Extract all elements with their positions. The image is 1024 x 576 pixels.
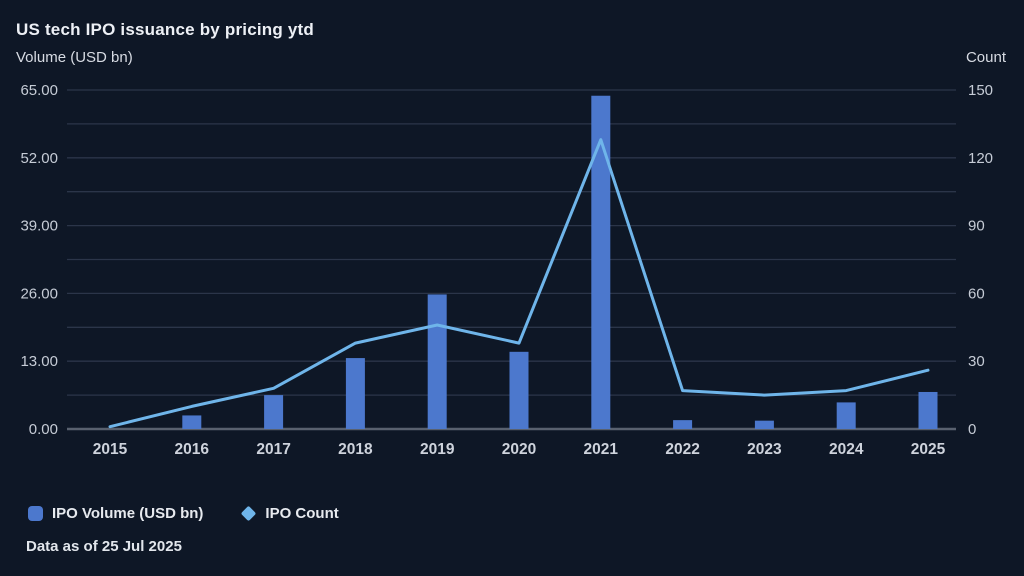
x-axis-tick-label: 2025 <box>911 441 946 458</box>
x-axis-tick-label: 2018 <box>338 441 373 458</box>
volume-bar-2021 <box>591 95 611 429</box>
right-axis-tick-label: 0 <box>968 421 976 438</box>
x-axis-tick-label: 2022 <box>665 441 699 458</box>
chart-legend: IPO Volume (USD bn) IPO Count <box>28 505 339 522</box>
volume-bar-2018 <box>345 358 365 429</box>
right-axis-tick-label: 60 <box>968 285 985 302</box>
left-axis-caption: Volume (USD bn) <box>16 49 133 66</box>
volume-series-marker-icon <box>28 506 43 521</box>
volume-bar-2019 <box>427 294 447 429</box>
right-axis-tick-label: 90 <box>968 218 985 235</box>
right-axis-tick-label: 30 <box>968 353 985 370</box>
volume-bar-2023 <box>754 420 774 429</box>
count-series-marker-icon <box>241 505 257 522</box>
volume-bar-2024 <box>836 402 856 429</box>
right-axis-caption: Count <box>965 49 1006 66</box>
volume-bar-2025 <box>918 391 938 429</box>
volume-bar-2016 <box>182 415 202 429</box>
left-axis-tick-label: 52.00 <box>20 150 58 167</box>
legend-item-ipo-volume[interactable]: IPO Volume (USD bn) <box>28 505 203 522</box>
x-axis-tick-label: 2024 <box>829 441 864 458</box>
left-axis-tick-label: 65.00 <box>20 82 58 99</box>
left-axis-tick-label: 26.00 <box>20 285 58 302</box>
x-axis-tick-label: 2017 <box>256 441 290 458</box>
x-axis-tick-label: 2023 <box>747 441 782 458</box>
data-as-of-note: Data as of 25 Jul 2025 <box>26 538 182 555</box>
volume-bar-2022 <box>673 420 693 429</box>
x-axis-tick-label: 2021 <box>584 441 619 458</box>
x-axis-tick-label: 2015 <box>93 441 128 458</box>
ipo-count-line <box>108 138 930 429</box>
right-axis-tick-label: 120 <box>968 150 993 167</box>
x-axis-tick-label: 2016 <box>175 441 210 458</box>
chart-title: US tech IPO issuance by pricing ytd <box>16 20 314 39</box>
x-axis-tick-label: 2020 <box>502 441 536 458</box>
left-axis-tick-label: 13.00 <box>20 353 58 370</box>
legend-label-count: IPO Count <box>265 505 339 522</box>
legend-item-ipo-count[interactable]: IPO Count <box>241 505 339 522</box>
right-axis-tick-label: 150 <box>968 82 993 99</box>
x-axis-tick-label: 2019 <box>420 441 455 458</box>
legend-label-volume: IPO Volume (USD bn) <box>52 505 204 522</box>
volume-bar-2020 <box>509 351 529 429</box>
volume-bar-2017 <box>264 395 284 429</box>
left-axis-tick-label: 0.00 <box>29 421 58 438</box>
left-axis-tick-label: 39.00 <box>20 218 58 235</box>
